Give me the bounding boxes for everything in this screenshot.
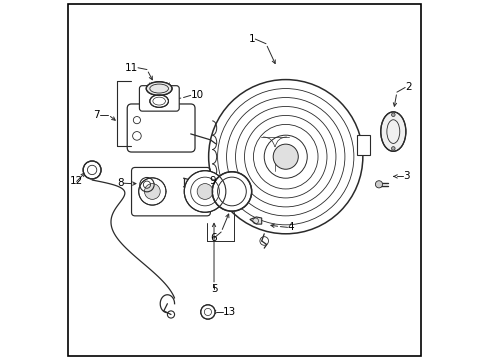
Circle shape [184,171,225,212]
Text: 6: 6 [210,233,217,243]
Circle shape [212,172,251,211]
Text: 7: 7 [93,110,100,120]
Ellipse shape [149,95,168,107]
Text: 2: 2 [405,82,411,93]
Text: 3: 3 [402,171,409,181]
Text: 10: 10 [190,90,203,100]
FancyBboxPatch shape [131,167,210,216]
Ellipse shape [380,112,405,151]
Text: 8: 8 [117,178,123,188]
Circle shape [273,144,298,169]
Circle shape [139,178,165,205]
Circle shape [391,147,394,150]
Circle shape [375,181,382,188]
Text: 5: 5 [210,284,217,294]
Circle shape [208,80,362,234]
Text: 4: 4 [287,222,294,232]
Text: 13: 13 [223,307,236,317]
Circle shape [144,184,160,199]
Circle shape [201,305,215,319]
FancyBboxPatch shape [139,86,179,111]
Bar [357,135,369,155]
Circle shape [83,161,101,179]
Text: 1: 1 [248,34,255,44]
FancyBboxPatch shape [127,104,195,152]
Circle shape [197,184,212,199]
Circle shape [391,113,394,117]
Text: 11: 11 [124,63,138,73]
Text: 12: 12 [70,176,83,186]
Ellipse shape [146,82,172,95]
Polygon shape [249,217,261,224]
Text: 9: 9 [209,176,216,186]
